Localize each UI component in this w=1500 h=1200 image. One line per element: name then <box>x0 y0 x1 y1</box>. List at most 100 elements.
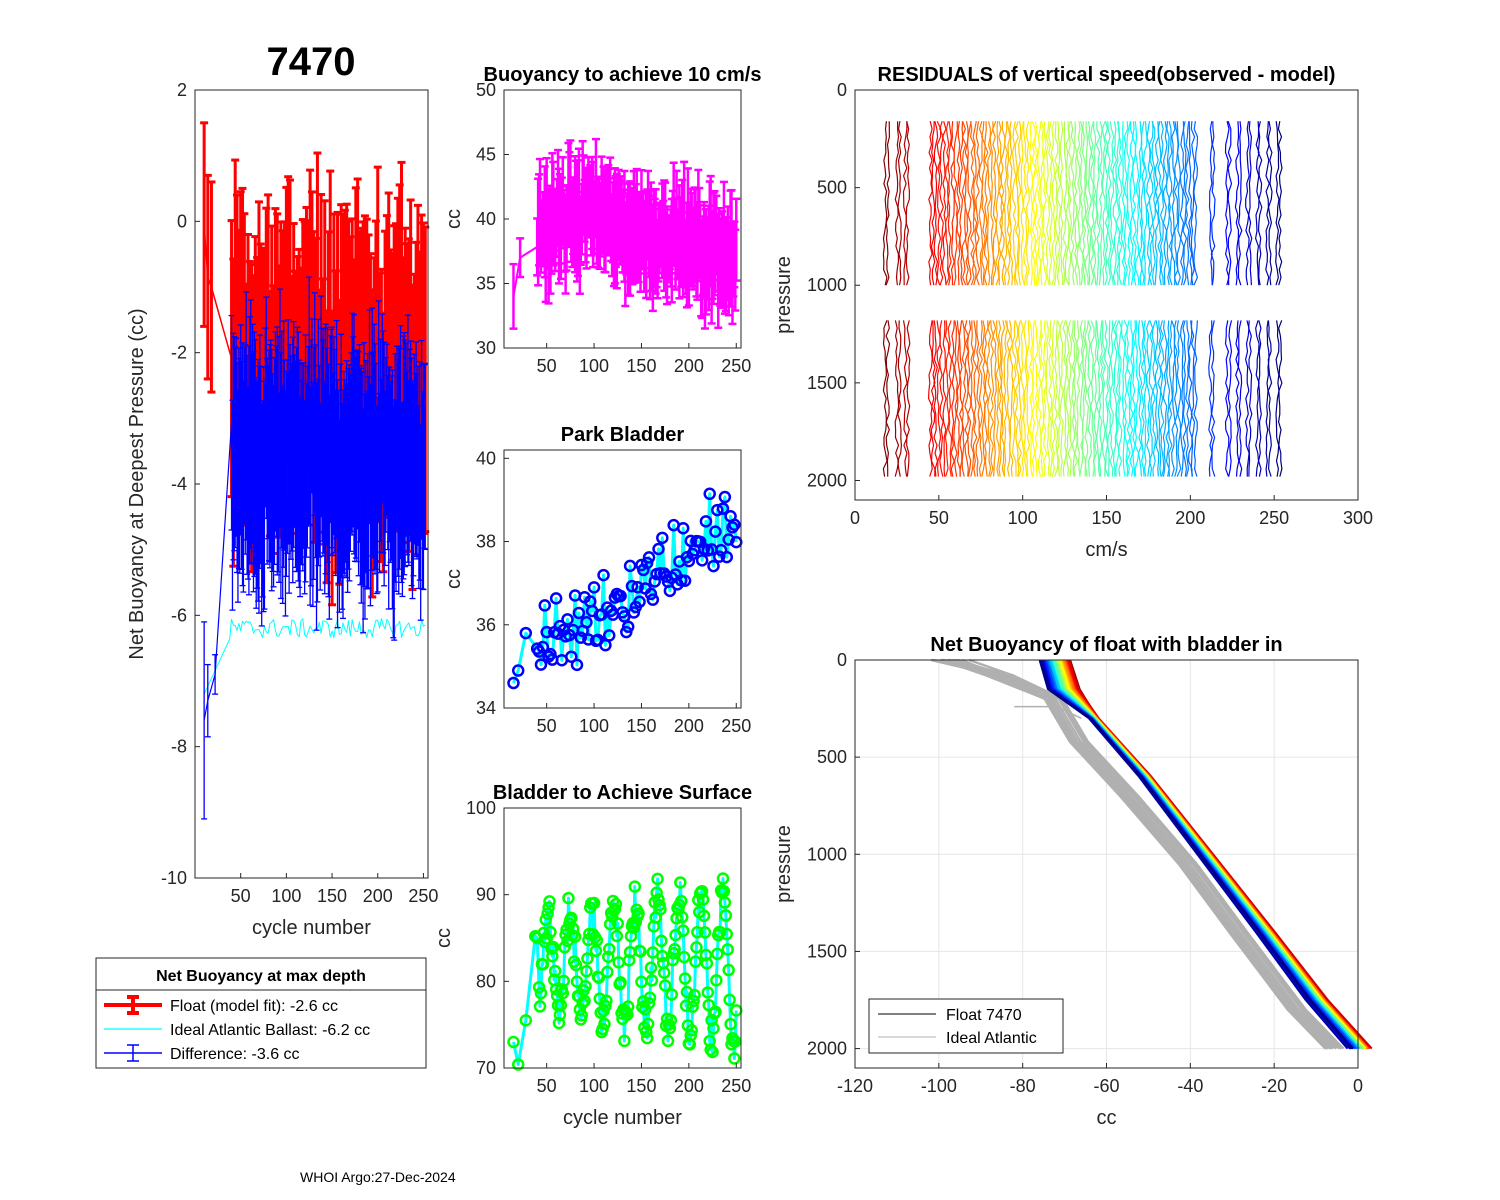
surface-marker <box>554 998 568 1012</box>
residual-profile <box>1134 121 1140 286</box>
residual-profile <box>981 121 986 286</box>
float-profile <box>1059 659 1367 1050</box>
residual-profile <box>972 320 978 477</box>
surface-marker <box>686 1000 699 1014</box>
residual-profile <box>1245 121 1250 286</box>
residual-profile <box>997 320 1003 477</box>
residual-profile <box>953 320 959 477</box>
surface-marker <box>592 971 606 984</box>
axis-box <box>503 449 742 709</box>
surface-marker <box>576 996 589 1010</box>
residual-profile <box>956 121 961 286</box>
park-marker <box>574 631 588 644</box>
residual-profile <box>1138 121 1143 286</box>
park-marker <box>652 542 665 556</box>
surface-marker <box>698 926 712 939</box>
surface-marker <box>718 896 732 909</box>
surface-marker <box>699 948 713 962</box>
x-tick-label: 100 <box>579 716 609 736</box>
y-tick-label: 30 <box>476 338 496 358</box>
surface-marker <box>700 957 714 970</box>
y-tick-label: 38 <box>476 532 496 552</box>
residual-profile <box>1171 121 1176 286</box>
residual-profile <box>953 121 959 286</box>
axes-title: Buoyancy to achieve 10 cm/s <box>484 64 762 86</box>
park-marker <box>631 580 644 594</box>
x-tick-label: 50 <box>537 1076 557 1096</box>
legend-diff-label: Difference: -3.6 cc <box>170 1046 300 1063</box>
residual-profile <box>958 320 964 477</box>
residual-profile <box>1142 121 1148 286</box>
residual-profile <box>1020 121 1025 286</box>
residual-profile <box>1210 121 1216 286</box>
surface-markers <box>507 872 743 1071</box>
buoyancy-line <box>512 186 738 297</box>
y-axis-label: Net Buoyancy at Deepest Pressure (cc) <box>126 308 148 659</box>
surface-marker <box>543 895 556 908</box>
residual-profile <box>1179 121 1185 286</box>
residual-profile <box>1095 320 1101 477</box>
residual-profile <box>1064 121 1070 286</box>
surface-marker <box>678 972 692 985</box>
residual-profile <box>1053 121 1059 286</box>
residual-profile <box>1076 121 1081 286</box>
plot-area <box>504 450 741 708</box>
residual-profile <box>1154 320 1160 477</box>
residual-profile <box>930 121 936 286</box>
axes-title: Park Bladder <box>561 424 685 446</box>
x-tick-label: 200 <box>674 716 704 736</box>
residual-profile <box>1248 320 1253 477</box>
park-marker <box>625 579 639 593</box>
surface-marker <box>599 999 612 1013</box>
axis-frame: 50 100 150 200 250 34 36 38 40 <box>476 448 751 736</box>
surface-marker <box>519 1014 533 1027</box>
residual-profile <box>1193 121 1199 286</box>
x-tick-label: 200 <box>674 356 704 376</box>
axis-frame: 50 100 150 200 250 70 80 90 100 <box>466 798 751 1096</box>
residual-profile <box>1126 121 1132 286</box>
y-tick-label: 0 <box>177 211 187 231</box>
residual-profile <box>1081 121 1087 286</box>
residual-profile <box>1098 121 1104 286</box>
surface-marker <box>720 927 734 941</box>
x-tick-label: 100 <box>579 1076 609 1096</box>
park-marker <box>678 574 692 588</box>
park-marker <box>642 551 656 564</box>
residual-profile <box>986 121 992 286</box>
ideal-profile <box>941 658 1328 1050</box>
residual-profile <box>1267 320 1273 477</box>
x-tick-label: -120 <box>837 1076 873 1096</box>
residual-profile <box>1053 320 1059 477</box>
park-marker <box>623 559 637 573</box>
x-tick-label: -100 <box>921 1076 957 1096</box>
net-buoyancy-axes: 50 100 150 200 250 -10 -8 -6 -4 -2 0 2 cycle number N… <box>126 80 438 939</box>
y-tick-label: 50 <box>476 80 496 100</box>
surface-marker <box>614 976 627 989</box>
y-tick-label: 1000 <box>807 275 847 295</box>
x-tick-label: 200 <box>674 1076 704 1096</box>
park-marker <box>709 525 722 538</box>
residual-profile <box>1028 320 1034 477</box>
residual-profile <box>894 320 900 477</box>
surface-marker <box>701 986 715 999</box>
residual-profile <box>986 320 992 477</box>
surface-marker <box>644 961 658 975</box>
plot-content <box>509 137 741 330</box>
surface-marker <box>724 1017 737 1031</box>
residual-profile <box>1062 121 1068 286</box>
surface-marker <box>645 974 659 987</box>
x-tick-label: 150 <box>317 886 347 906</box>
x-tick-label: 0 <box>850 508 860 528</box>
residual-profile <box>1265 320 1270 477</box>
surface-marker <box>547 940 560 954</box>
x-tick-label: -80 <box>1010 1076 1036 1096</box>
residual-profile <box>1073 121 1079 286</box>
park-marker <box>712 550 726 563</box>
y-tick-label: -4 <box>171 474 187 494</box>
residual-profile <box>995 121 1000 286</box>
x-tick-label: 250 <box>408 886 438 906</box>
residual-profile <box>882 121 888 286</box>
residual-profile <box>1227 121 1233 286</box>
surface-marker <box>621 1000 635 1013</box>
surface-marker <box>641 1017 655 1031</box>
